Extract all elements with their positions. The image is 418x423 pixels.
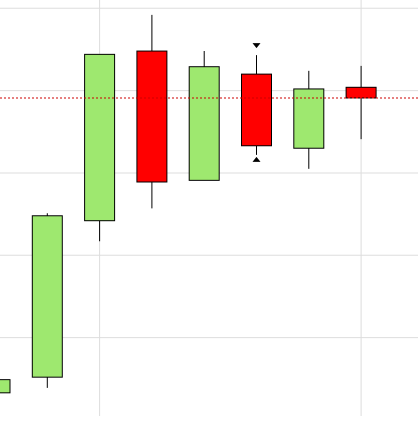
candle-body xyxy=(31,215,63,378)
low-marker xyxy=(252,156,261,162)
candle-body xyxy=(293,88,325,149)
candle-body xyxy=(84,53,116,222)
candle-body xyxy=(136,50,168,183)
candle-body xyxy=(188,66,220,181)
candle-body xyxy=(241,73,272,147)
candle-body xyxy=(0,379,11,394)
candle-body xyxy=(345,86,377,99)
high-marker xyxy=(252,43,261,49)
